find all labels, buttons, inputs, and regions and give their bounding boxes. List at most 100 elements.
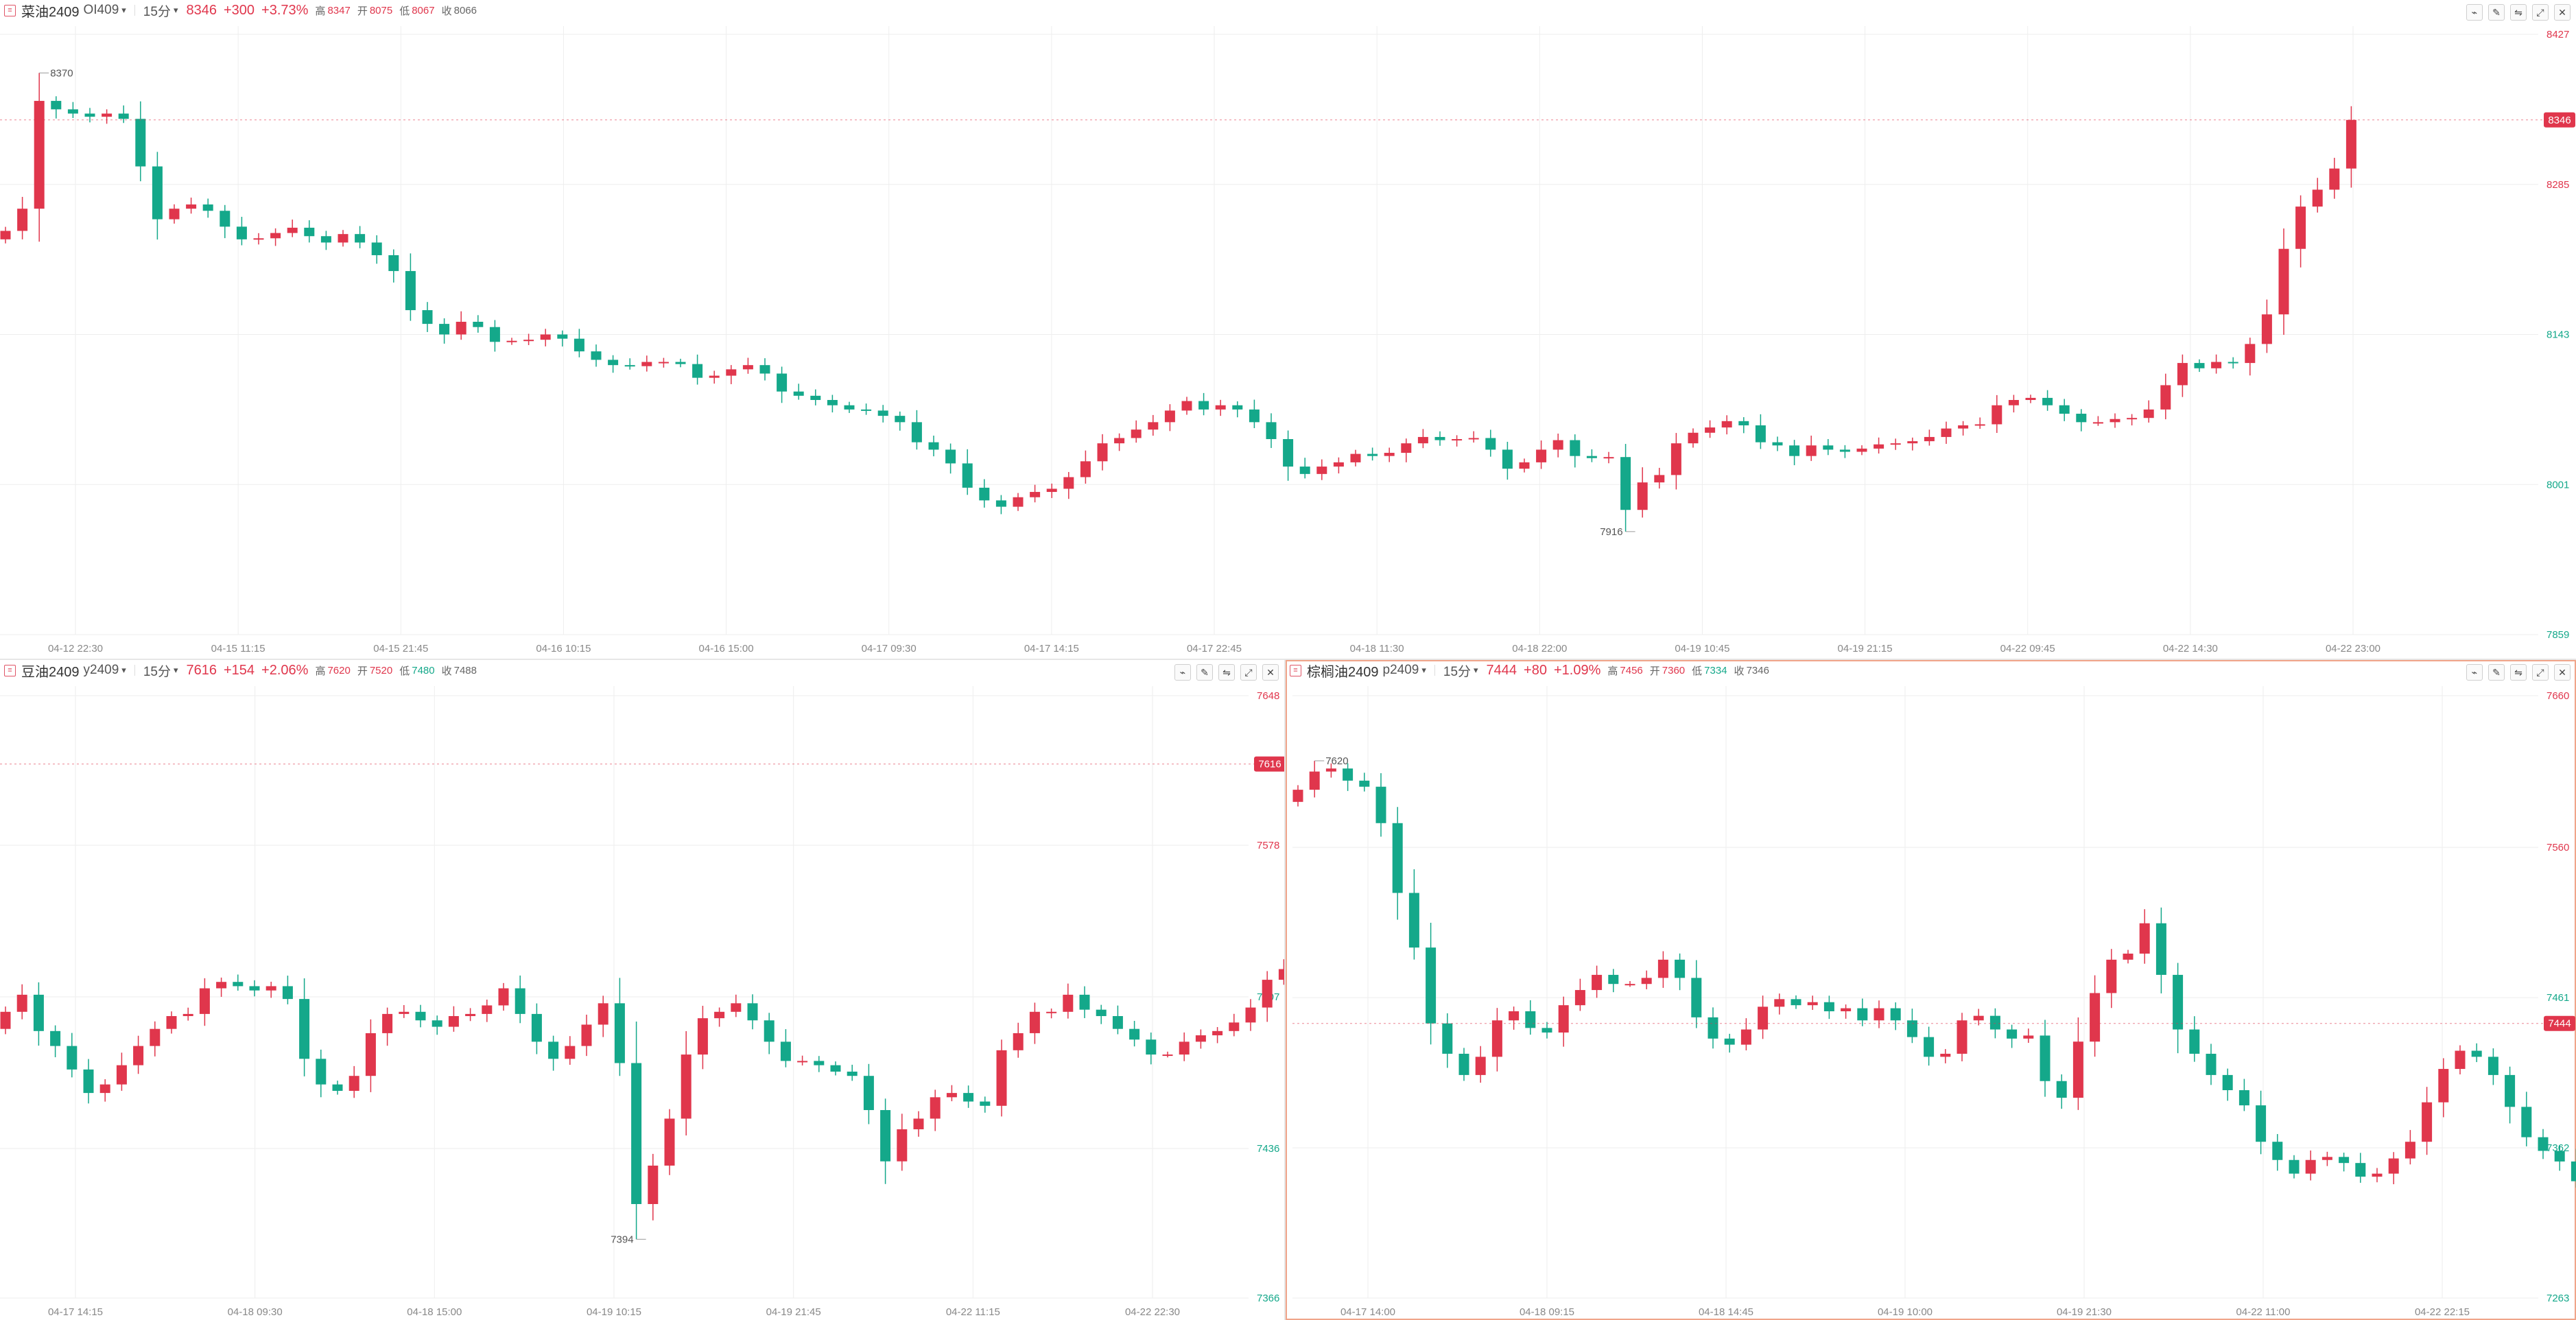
candle-body <box>641 362 652 366</box>
y-tick-label: 7648 <box>1257 690 1279 702</box>
contract-icon[interactable]: ≡ <box>4 4 16 16</box>
candle-body <box>2422 1102 2433 1142</box>
candle-body <box>1558 1005 1569 1033</box>
link-icon[interactable]: ⇋ <box>2510 4 2527 21</box>
expand-icon[interactable]: ⤢ <box>2532 4 2549 21</box>
contract-name[interactable]: 豆油2409 <box>21 664 80 680</box>
x-tick-label: 04-18 11:30 <box>1350 643 1404 655</box>
panel-divider <box>0 659 2576 660</box>
draw-pen-icon[interactable]: ✎ <box>1196 664 1213 681</box>
chevron-down-icon[interactable]: ▾ <box>173 5 178 15</box>
candle-body <box>847 1071 858 1076</box>
candle-body <box>299 999 310 1059</box>
candle-body <box>1475 1057 1486 1075</box>
link-icon[interactable]: ⇋ <box>2510 664 2527 681</box>
candle-body <box>249 986 260 991</box>
candle-body <box>1309 771 1320 790</box>
expand-icon[interactable]: ⤢ <box>1240 664 1257 681</box>
x-tick-label: 04-19 10:15 <box>587 1306 641 1318</box>
open-value: 8075 <box>369 4 393 16</box>
draw-pen-icon[interactable]: ✎ <box>2488 4 2505 21</box>
candle-body <box>316 1059 327 1085</box>
candle-body <box>2321 1157 2332 1160</box>
contract-name[interactable]: 菜油2409 <box>21 4 80 20</box>
expand-icon[interactable]: ⤢ <box>2532 664 2549 681</box>
candle-body <box>253 238 264 240</box>
link-icon[interactable]: ⇋ <box>1218 664 1235 681</box>
contract-code[interactable]: y2409 <box>83 663 119 677</box>
candle-body <box>1721 421 1732 428</box>
chevron-down-icon[interactable]: ▾ <box>1474 665 1478 675</box>
candle-body <box>1874 1008 1884 1021</box>
candle-body <box>1772 442 1783 446</box>
candle-body <box>747 1003 758 1021</box>
candle-body <box>1114 438 1125 444</box>
candle-body <box>186 204 197 209</box>
indicator-icon[interactable]: ⌁ <box>2466 664 2483 681</box>
candle-body <box>2127 418 2138 420</box>
divider <box>134 665 135 676</box>
candlestick-chart[interactable]: 8427 8285 8143 8001 7859 04-12 22:30 04-15 11:… <box>0 0 2576 659</box>
candle-body <box>2312 189 2323 207</box>
candle-body <box>355 234 366 243</box>
x-tick-label: 04-22 14:30 <box>2163 643 2218 655</box>
candle-body <box>531 1013 542 1042</box>
contract-icon[interactable]: ≡ <box>1290 664 1301 676</box>
candle-body <box>2090 993 2101 1042</box>
candle-body <box>1806 445 1817 456</box>
chevron-down-icon[interactable]: ▾ <box>121 665 126 675</box>
candle-body <box>2404 1142 2415 1159</box>
candle-body <box>1030 492 1041 497</box>
candle-body <box>67 109 78 114</box>
candle-body <box>810 395 821 401</box>
panel-header: ≡ 菜油2409 OI409 ▾ 15分 ▾ 8346 +300 +3.73% … <box>0 0 2576 21</box>
x-tick-label: 04-18 09:15 <box>1520 1306 1574 1318</box>
close-icon[interactable]: ✕ <box>1262 664 1279 681</box>
candle-body <box>897 1129 908 1162</box>
period-selector[interactable]: 15分 <box>143 664 171 679</box>
candle-body <box>631 1063 642 1205</box>
candle-body <box>565 1046 576 1059</box>
candle-body <box>895 416 906 423</box>
candle-body <box>1148 422 1159 430</box>
indicator-icon[interactable]: ⌁ <box>2466 4 2483 21</box>
x-tick-label: 04-16 15:00 <box>699 643 754 655</box>
draw-pen-icon[interactable]: ✎ <box>2488 664 2505 681</box>
candle-body <box>1907 441 1918 444</box>
period-selector[interactable]: 15分 <box>1443 664 1472 679</box>
candle-body <box>664 1118 675 1166</box>
candle-body <box>118 113 129 119</box>
candle-body <box>2438 1069 2449 1103</box>
contract-icon[interactable]: ≡ <box>4 664 16 676</box>
candle-body <box>1063 994 1074 1012</box>
candle-body <box>116 1065 127 1085</box>
close-icon[interactable]: ✕ <box>2554 664 2571 681</box>
candle-body <box>780 1041 791 1061</box>
indicator-icon[interactable]: ⌁ <box>1174 664 1191 681</box>
chevron-down-icon[interactable]: ▾ <box>1421 665 1426 675</box>
contract-code[interactable]: p2409 <box>1382 663 1419 677</box>
open-value: 7360 <box>1662 664 1686 676</box>
candle-body <box>2177 363 2188 386</box>
high-label: 高 <box>315 665 326 677</box>
candle-body <box>624 365 635 367</box>
candle-body <box>1857 1008 1868 1021</box>
x-tick-label: 04-18 09:30 <box>228 1306 283 1318</box>
candle-body <box>1046 1011 1057 1013</box>
period-selector[interactable]: 15分 <box>143 4 171 19</box>
candle-body <box>432 1020 442 1027</box>
candle-body <box>1245 1007 1256 1023</box>
close-icon[interactable]: ✕ <box>2554 4 2571 21</box>
candle-body <box>498 988 509 1006</box>
contract-name[interactable]: 棕榈油2409 <box>1307 664 1379 680</box>
low-annotation: 7394 <box>611 1234 633 1245</box>
candle-body <box>2261 314 2272 344</box>
price-change-pct: +1.09% <box>1553 662 1601 678</box>
contract-code[interactable]: OI409 <box>83 3 119 17</box>
candle-body <box>2505 1074 2516 1107</box>
chevron-down-icon[interactable]: ▾ <box>121 5 126 15</box>
chevron-down-icon[interactable]: ▾ <box>173 665 178 675</box>
candle-body <box>1384 453 1395 456</box>
